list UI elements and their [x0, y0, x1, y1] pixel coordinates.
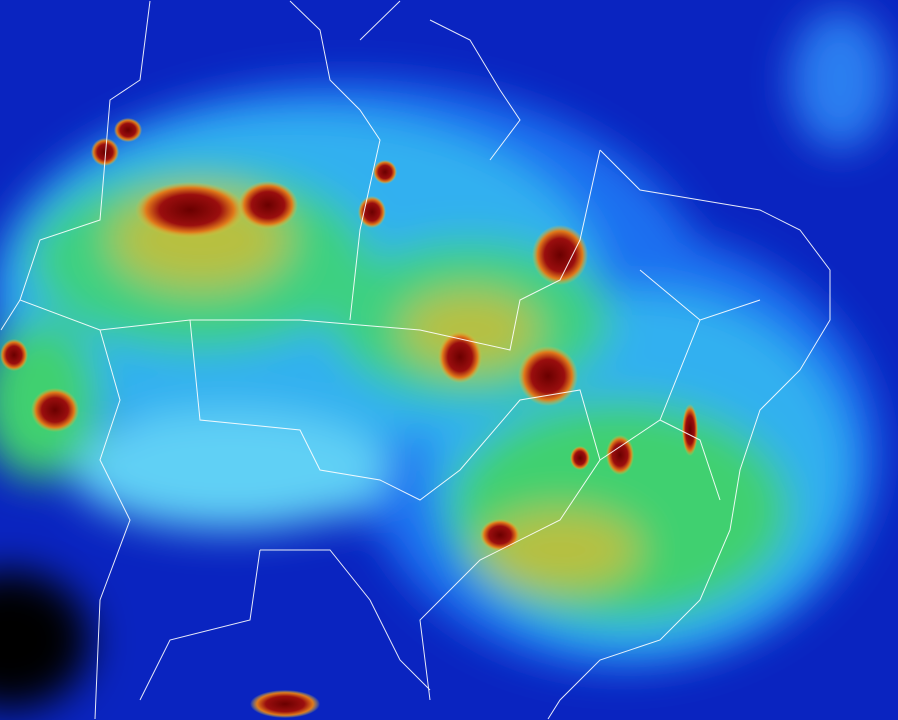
storm-cells — [0, 118, 698, 718]
country-borders — [0, 0, 831, 720]
